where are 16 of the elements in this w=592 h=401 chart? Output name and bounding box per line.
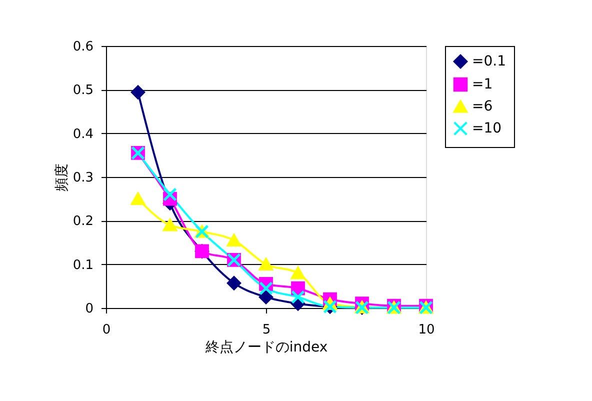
y-tick-label: 0.6: [72, 40, 94, 54]
legend-label: =1: [472, 76, 493, 92]
y-tick-label: 0.1: [72, 258, 94, 273]
x-tick-label: 10: [418, 322, 435, 338]
x-axis-title: 終点ノードのindex: [204, 340, 328, 356]
y-tick-label: 0.2: [72, 214, 94, 230]
y-axis-title: 頻度: [54, 164, 70, 192]
y-tick-label: 0.5: [72, 83, 94, 98]
y-tick-label: 0.4: [72, 126, 94, 142]
x-tick-label: 5: [262, 322, 271, 338]
legend-label: =0.1: [472, 54, 506, 70]
x-tick-label: 0: [102, 322, 111, 338]
legend-label: =10: [472, 120, 502, 136]
y-tick-label: 0: [85, 302, 94, 316]
y-tick-label: 0.3: [72, 170, 94, 186]
legend-label: =6: [472, 98, 493, 114]
